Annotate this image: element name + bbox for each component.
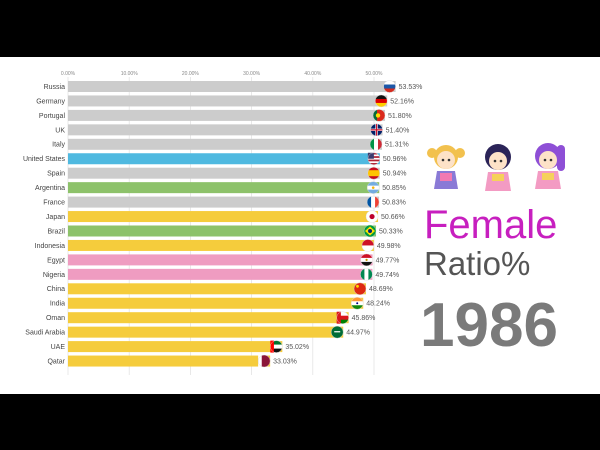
data-label: 50.83% xyxy=(382,200,406,207)
data-label: 49.98% xyxy=(377,243,401,250)
category-label: Oman xyxy=(46,315,65,322)
bar-chart: 0.00% 10.00% 20.00% 30.00% 40.00% 50.00% Russi… xyxy=(23,71,423,375)
bar xyxy=(68,211,379,223)
bar xyxy=(68,109,386,121)
bar xyxy=(68,124,383,136)
data-label: 44.97% xyxy=(346,330,370,337)
usa-flag-icon xyxy=(367,152,381,165)
data-label: 45.86% xyxy=(352,315,376,322)
indonesia-flag-icon xyxy=(361,239,375,252)
category-label: Spain xyxy=(47,171,65,178)
bar xyxy=(68,95,388,107)
data-label: 51.40% xyxy=(386,127,410,134)
bar xyxy=(68,254,373,266)
x-tick-label: 50.00% xyxy=(366,71,384,77)
x-tick-label: 30.00% xyxy=(243,71,261,77)
category-label: Brazil xyxy=(47,228,65,235)
category-label: Saudi Arabia xyxy=(25,330,65,337)
data-label: 48.24% xyxy=(366,301,390,308)
category-label: Egypt xyxy=(47,257,65,264)
data-label: 50.96% xyxy=(383,156,407,163)
bar xyxy=(68,341,283,353)
data-label: 51.31% xyxy=(385,142,409,149)
data-label: 52.16% xyxy=(390,98,414,105)
bar xyxy=(68,196,380,208)
japan-flag-icon xyxy=(365,210,379,223)
brazil-flag-icon xyxy=(363,224,377,238)
data-label: 50.66% xyxy=(381,214,405,221)
data-label: 33.03% xyxy=(273,358,297,365)
bar xyxy=(68,326,344,338)
category-label: Italy xyxy=(52,142,65,149)
bar xyxy=(68,167,380,179)
bar xyxy=(68,239,374,251)
bar xyxy=(68,182,380,194)
x-tick-label: 20.00% xyxy=(182,71,200,77)
data-label: 50.94% xyxy=(383,171,407,178)
year-label: 1986 xyxy=(420,291,558,360)
category-label: Russia xyxy=(44,84,66,91)
bar xyxy=(68,283,366,295)
data-label: 49.77% xyxy=(376,257,400,264)
category-label: UAE xyxy=(51,344,66,351)
bar xyxy=(68,138,383,150)
x-tick-label: 0.00% xyxy=(61,71,76,77)
category-label: Japan xyxy=(46,214,65,221)
china-flag-icon xyxy=(353,282,367,296)
title-ratio: Ratio% xyxy=(424,245,531,282)
cartoon-girls-icon xyxy=(427,143,565,191)
category-label: Argentina xyxy=(35,185,65,192)
bar xyxy=(68,355,271,367)
bar xyxy=(68,297,364,309)
bar xyxy=(68,312,349,324)
data-label: 48.69% xyxy=(369,286,393,293)
data-label: 35.02% xyxy=(285,344,309,351)
bar xyxy=(68,268,373,280)
russia-flag-icon xyxy=(383,80,396,93)
video-frame: 0.00% 10.00% 20.00% 30.00% 40.00% 50.00% Russi… xyxy=(0,57,600,394)
category-label: Indonesia xyxy=(35,243,65,250)
category-label: Portugal xyxy=(39,113,66,120)
category-label: France xyxy=(43,200,65,207)
bar xyxy=(68,225,377,237)
bar xyxy=(68,153,380,165)
egypt-flag-icon xyxy=(360,253,373,267)
saudi-arabia-flag-icon xyxy=(331,325,344,339)
bar xyxy=(68,81,396,92)
spain-flag-icon xyxy=(367,166,380,180)
category-label: United States xyxy=(23,156,66,163)
oman-flag-icon xyxy=(336,311,349,324)
france-flag-icon xyxy=(366,195,380,209)
nigeria-flag-icon xyxy=(360,268,373,281)
category-label: Qatar xyxy=(47,358,65,365)
data-label: 53.53% xyxy=(399,84,423,91)
uk-flag-icon xyxy=(370,123,383,137)
uae-flag-icon xyxy=(270,340,283,353)
qatar-flag-icon xyxy=(257,354,271,368)
data-label: 49.74% xyxy=(375,272,399,279)
germany-flag-icon xyxy=(375,94,388,108)
data-label: 51.80% xyxy=(388,113,412,120)
category-label: India xyxy=(50,301,65,308)
category-label: China xyxy=(47,286,65,293)
category-label: UK xyxy=(55,127,65,134)
portugal-flag-icon xyxy=(372,109,386,122)
india-flag-icon xyxy=(351,297,364,310)
data-label: 50.85% xyxy=(382,185,406,192)
x-tick-label: 40.00% xyxy=(304,71,322,77)
title-female: Female xyxy=(424,203,558,247)
argentina-flag-icon xyxy=(367,181,380,194)
x-tick-label: 10.00% xyxy=(121,71,139,77)
category-label: Nigeria xyxy=(43,272,65,279)
italy-flag-icon xyxy=(369,138,383,151)
category-label: Germany xyxy=(36,98,65,105)
data-label: 50.33% xyxy=(379,228,403,235)
